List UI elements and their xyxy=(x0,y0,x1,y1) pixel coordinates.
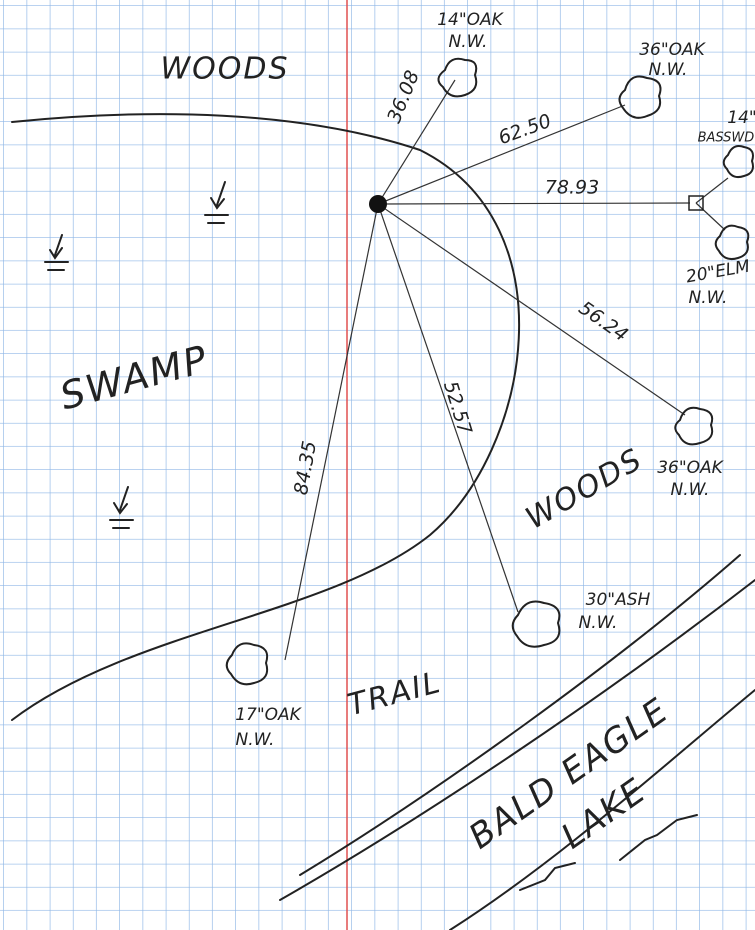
tree-size: 36"OAK xyxy=(657,458,724,478)
tree-note: N.W. xyxy=(579,613,618,633)
tree-size: 30"ASH xyxy=(586,590,651,610)
tree-size: 36"OAK xyxy=(639,40,706,60)
tree-note: N.W. xyxy=(649,60,688,80)
distance-label: 78.93 xyxy=(545,177,599,199)
area-label: WOODS xyxy=(160,52,289,87)
survey-point xyxy=(369,195,387,213)
tree-size: 14" xyxy=(727,108,755,128)
survey-map: WOODS SWAMP WOODS TRAIL BALD EAGLE LAKE … xyxy=(0,0,755,930)
tree-note: BASSWD. xyxy=(698,131,755,146)
tree-size: 17"OAK xyxy=(235,705,302,725)
tree-note: N.W. xyxy=(689,288,728,308)
tree-size: 14"OAK xyxy=(437,10,504,30)
tree-note: N.W. xyxy=(671,480,710,500)
tree-note: N.W. xyxy=(449,32,488,52)
tree-note: N.W. xyxy=(236,730,275,750)
